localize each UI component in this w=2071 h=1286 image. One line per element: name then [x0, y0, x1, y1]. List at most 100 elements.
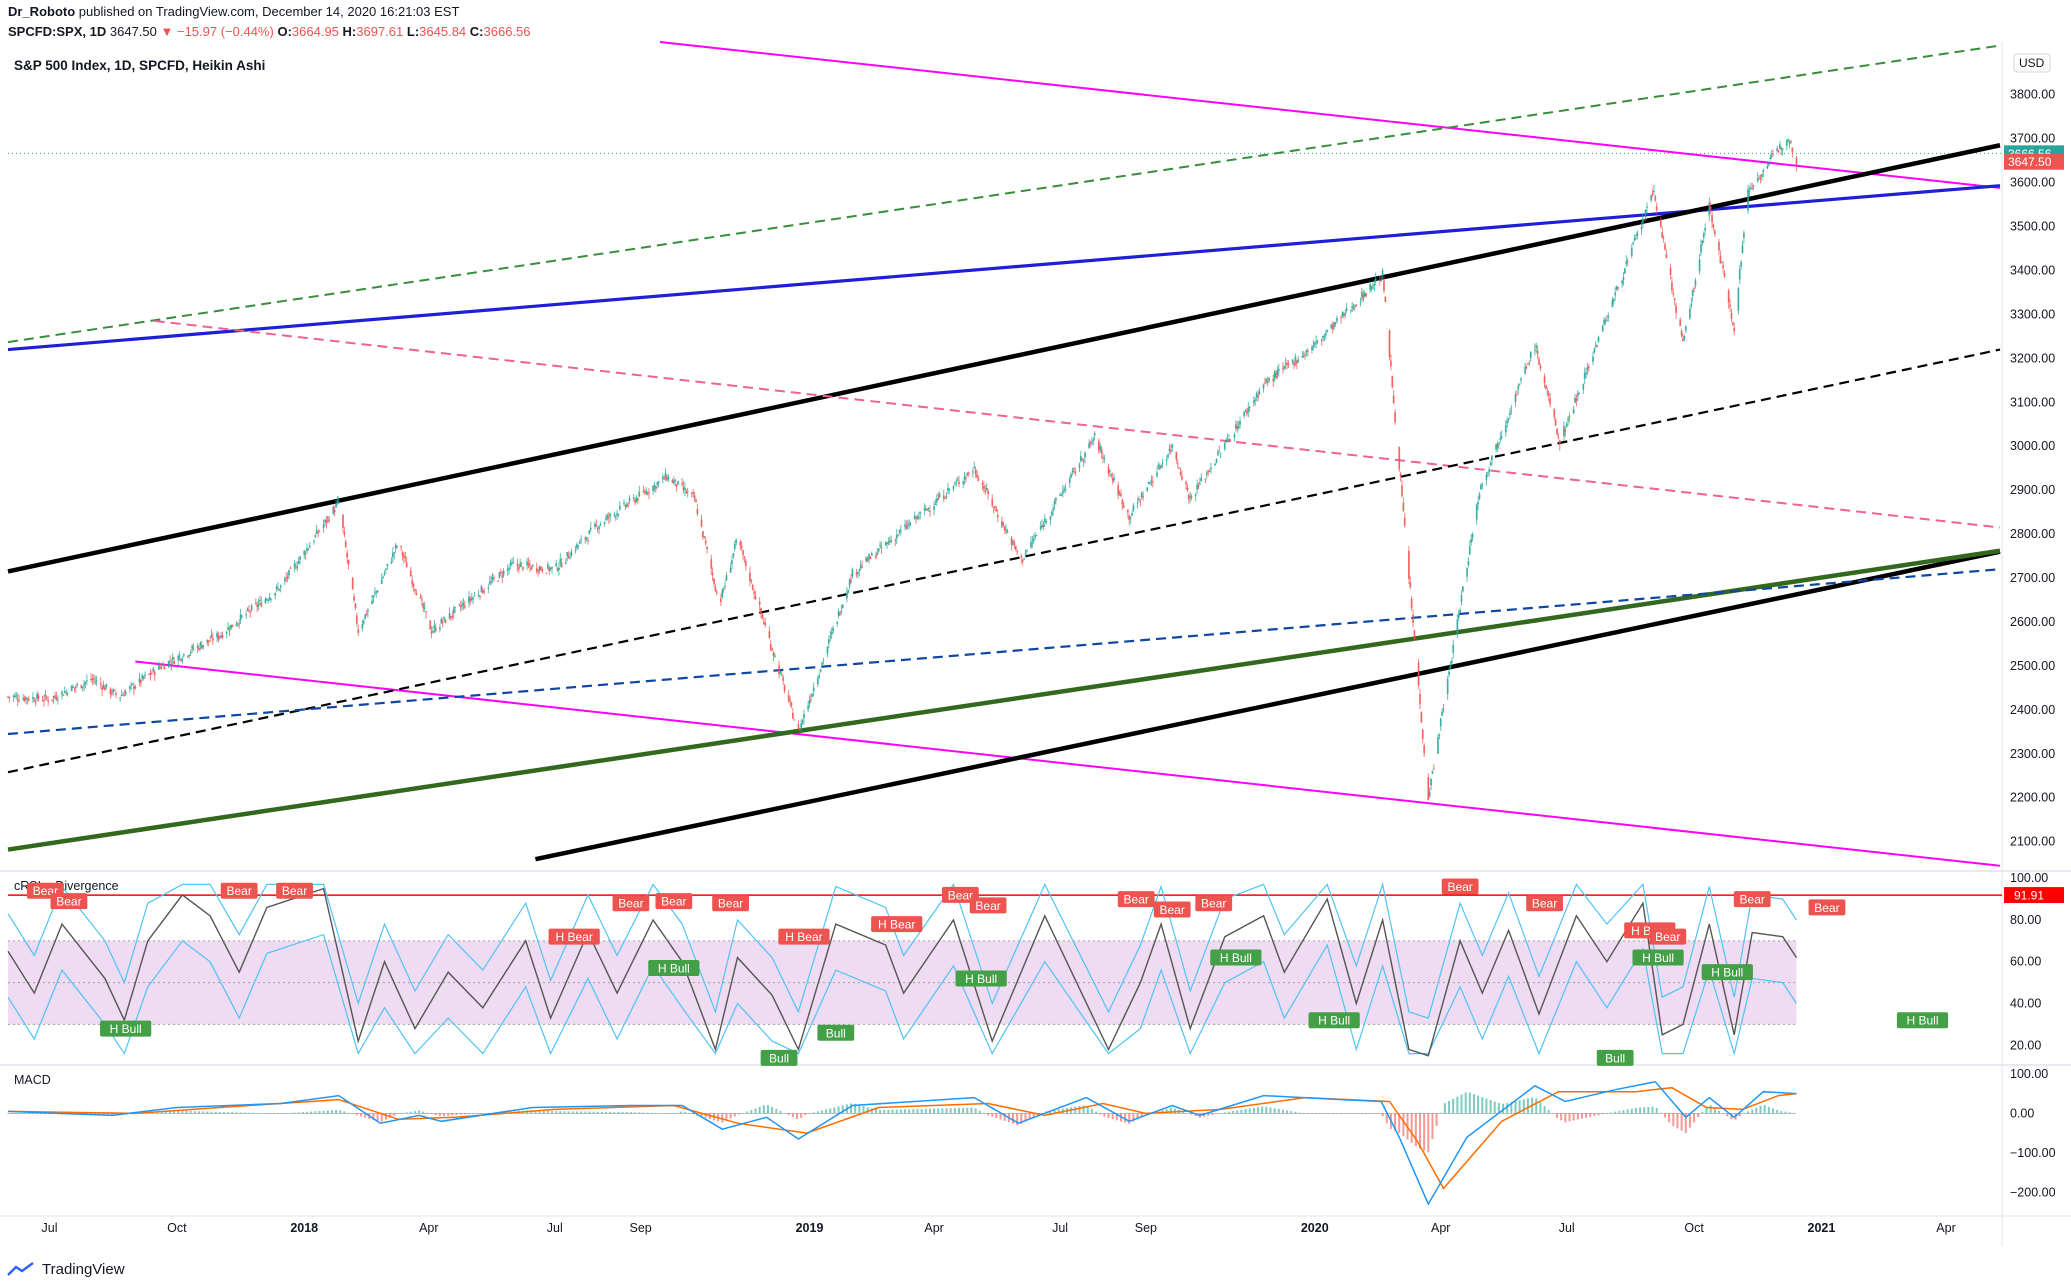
- candle-body: [624, 505, 627, 507]
- candle-body: [199, 642, 202, 646]
- candle-body: [346, 552, 349, 558]
- candle-body: [1545, 385, 1547, 390]
- time-tick-label: Jul: [42, 1221, 58, 1235]
- candle-body: [1185, 481, 1187, 485]
- macd-hist-bar: [1190, 1113, 1193, 1115]
- candle-body: [115, 693, 117, 695]
- candle-body: [1791, 147, 1794, 153]
- candle-body: [1456, 619, 1459, 634]
- candle-body: [373, 592, 376, 594]
- candle-body: [1437, 737, 1439, 754]
- candle-body: [617, 514, 620, 516]
- high-value: 3697.61: [356, 24, 404, 39]
- candle-body: [769, 643, 772, 649]
- candle-body: [869, 557, 872, 559]
- macd-tick-label: 100.00: [2010, 1067, 2048, 1081]
- candle-body: [245, 614, 247, 616]
- candle-body: [564, 562, 567, 564]
- candle-body: [138, 677, 141, 682]
- macd-hist-bar: [567, 1111, 570, 1114]
- candle-body: [169, 661, 171, 663]
- macd-hist-bar: [999, 1113, 1002, 1120]
- candle-body: [1428, 791, 1431, 796]
- candle-body: [1713, 230, 1716, 235]
- price-tick-label: 3000.00: [2010, 439, 2055, 453]
- candle-body: [1139, 501, 1142, 503]
- candle-body: [657, 481, 660, 484]
- candle-body: [499, 571, 502, 573]
- bear-divergence-label: Bear: [276, 882, 313, 899]
- candle-body: [884, 542, 887, 545]
- candle-body: [1244, 410, 1247, 412]
- candle-body: [798, 729, 801, 731]
- macd-hist-bar: [1526, 1098, 1529, 1114]
- candle-body: [916, 515, 919, 518]
- candle-body: [1320, 339, 1323, 341]
- candle-body: [1031, 541, 1034, 543]
- candle-body: [23, 698, 26, 701]
- candle-body: [12, 696, 15, 698]
- macd-hist-bar: [1788, 1112, 1791, 1114]
- divergence-label-text: H Bull: [110, 1022, 142, 1036]
- author[interactable]: Dr_Roboto: [8, 4, 76, 19]
- divergence-label-box: [220, 882, 258, 899]
- candle-body: [200, 645, 203, 649]
- divergence-label-box: [955, 970, 1007, 987]
- candle-body: [638, 491, 641, 497]
- candle-body: [1478, 494, 1481, 499]
- candle-body: [1586, 367, 1589, 370]
- candle-body: [1587, 366, 1590, 368]
- macd-hist-bar: [1551, 1113, 1554, 1114]
- macd-hist-bar: [1377, 1113, 1380, 1114]
- macd-hist-bar: [987, 1113, 990, 1116]
- candle-body: [1729, 304, 1731, 307]
- macd-hist-bar: [625, 1112, 628, 1114]
- macd-hist-bar: [1315, 1113, 1318, 1114]
- macd-hist-bar: [1124, 1113, 1127, 1123]
- candle-body: [1439, 718, 1442, 727]
- macd-hist-bar: [1252, 1107, 1255, 1114]
- candle-body: [1340, 317, 1342, 319]
- macd-hist-bar: [1211, 1113, 1214, 1115]
- bull-divergence-label: Bull: [817, 1024, 855, 1041]
- candle-body: [1078, 464, 1081, 468]
- candle-body: [1041, 525, 1043, 527]
- macd-hist-bar: [1468, 1092, 1471, 1114]
- candle-body: [1597, 337, 1600, 342]
- candle-body: [1593, 348, 1596, 353]
- candle-body: [1557, 437, 1560, 439]
- candle-body: [1059, 495, 1061, 497]
- candle-body: [836, 621, 839, 624]
- macd-hist-bar: [883, 1109, 886, 1114]
- candle-body: [1157, 464, 1160, 468]
- candle-body: [491, 577, 494, 580]
- candle-body: [1383, 280, 1385, 291]
- divergence-label-text: Bear: [1160, 903, 1185, 917]
- chart-canvas[interactable]: 2100.00 2200.00 2300.00 2400.00 2500.00 2600.…: [0, 0, 2071, 1256]
- macd-hist-bar: [1335, 1113, 1338, 1114]
- price-tick-label: 3500.00: [2010, 220, 2055, 234]
- candle-body: [1727, 290, 1730, 303]
- candle-body: [816, 678, 819, 685]
- macd-hist-bar: [1460, 1094, 1463, 1114]
- candle-body: [1669, 267, 1672, 276]
- macd-hist-bar: [1572, 1113, 1575, 1121]
- macd-hist-bar: [571, 1111, 574, 1114]
- candle-body: [317, 532, 319, 534]
- macd-hist-bar: [1580, 1113, 1583, 1119]
- candle-body: [1061, 490, 1064, 494]
- candle-body: [913, 515, 916, 519]
- macd-hist-bar: [588, 1111, 591, 1114]
- macd-hist-bar: [899, 1109, 902, 1114]
- candle-body: [953, 483, 956, 485]
- candle-body: [1052, 508, 1055, 511]
- candle-body: [1761, 174, 1763, 177]
- candle-body: [1297, 359, 1300, 363]
- candle-body: [91, 679, 94, 681]
- candle-body: [1417, 662, 1420, 686]
- macd-hist-bar: [1223, 1112, 1226, 1114]
- candle-body: [1601, 325, 1604, 331]
- candle-body: [811, 693, 814, 697]
- macd-histogram: [7, 1092, 1795, 1153]
- macd-hist-bar: [1514, 1101, 1517, 1114]
